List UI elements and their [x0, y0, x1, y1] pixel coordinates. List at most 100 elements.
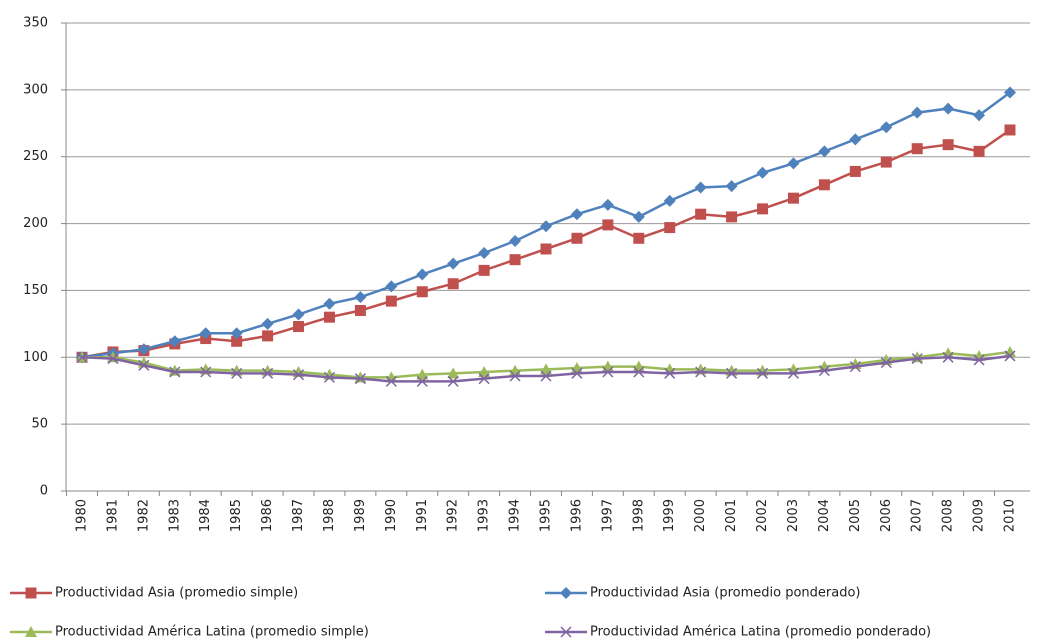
marker: [293, 321, 305, 333]
marker: [942, 351, 954, 363]
x-tick-label: 1981: [105, 499, 120, 532]
marker: [787, 157, 800, 170]
legend-label: Productividad Asia (promedio ponderado): [590, 586, 861, 601]
marker: [726, 367, 738, 379]
marker: [602, 366, 614, 378]
marker: [571, 367, 583, 379]
marker: [137, 343, 150, 356]
marker: [757, 203, 769, 215]
x-tick-label: 2002: [755, 499, 770, 532]
marker: [911, 106, 924, 119]
marker: [942, 102, 955, 115]
marker: [664, 222, 676, 234]
marker: [818, 365, 830, 377]
marker: [416, 375, 428, 387]
marker: [601, 198, 614, 211]
marker: [447, 375, 459, 387]
x-tick-label: 1998: [631, 499, 646, 532]
marker: [787, 367, 799, 379]
x-tick-label: 1986: [260, 499, 275, 532]
y-tick-label: 0: [40, 484, 48, 499]
marker: [354, 304, 366, 316]
marker: [540, 363, 552, 375]
marker: [416, 268, 429, 281]
y-tick-label: 150: [23, 283, 48, 298]
marker: [1004, 350, 1016, 362]
legend-label: Productividad América Latina (promedio s…: [55, 625, 369, 640]
x-tick-label: 1987: [291, 499, 306, 532]
marker: [695, 208, 707, 220]
marker: [25, 626, 37, 637]
marker: [570, 208, 583, 221]
marker: [262, 367, 274, 379]
x-tick-label: 2004: [817, 499, 832, 532]
marker: [540, 243, 552, 255]
legend-label: Productividad América Latina (promedio p…: [590, 625, 931, 640]
x-tick-label: 2003: [786, 499, 801, 532]
x-tick-label: 1985: [229, 499, 244, 532]
x-tick-label: 2001: [724, 499, 739, 532]
marker: [973, 109, 986, 122]
marker: [231, 335, 243, 347]
marker: [323, 371, 335, 383]
marker: [880, 121, 893, 134]
x-tick-label: 1991: [415, 499, 430, 532]
marker: [757, 367, 769, 379]
legend-item: Productividad Asia (promedio simple): [10, 586, 298, 601]
x-tick-label: 1982: [136, 499, 151, 532]
marker: [262, 330, 274, 342]
marker: [138, 359, 150, 371]
marker: [787, 192, 799, 204]
marker: [560, 626, 572, 638]
marker: [725, 180, 738, 193]
marker: [478, 365, 491, 377]
marker: [385, 375, 397, 387]
marker: [602, 219, 614, 231]
marker: [447, 278, 459, 290]
marker: [230, 327, 243, 340]
marker: [323, 311, 335, 323]
marker: [385, 295, 397, 307]
marker: [478, 246, 491, 259]
marker: [632, 210, 645, 223]
marker: [787, 363, 800, 375]
legend-item: Productividad América Latina (promedio s…: [10, 625, 369, 640]
marker: [973, 145, 985, 157]
marker: [199, 327, 212, 340]
marker: [540, 220, 552, 233]
x-tick-label: 2008: [941, 499, 956, 532]
x-tick-label: 1984: [198, 499, 213, 532]
marker: [261, 317, 274, 330]
x-tick-label: 1995: [539, 499, 554, 532]
marker: [1004, 124, 1016, 136]
marker: [292, 308, 305, 321]
marker: [664, 367, 676, 379]
marker: [818, 145, 831, 158]
marker: [509, 234, 522, 247]
x-tick-label: 2006: [879, 499, 894, 532]
marker: [509, 254, 521, 266]
marker: [200, 366, 212, 378]
marker: [107, 353, 119, 365]
x-tick-label: 1989: [353, 499, 368, 532]
marker: [633, 232, 645, 244]
marker: [416, 286, 428, 298]
marker: [633, 366, 645, 378]
marker: [849, 165, 861, 177]
x-tick-label: 2007: [910, 499, 925, 532]
marker: [540, 370, 552, 382]
x-tick-label: 1990: [384, 499, 399, 532]
marker: [818, 179, 830, 191]
marker: [1004, 86, 1016, 99]
marker: [818, 360, 831, 372]
marker: [973, 354, 985, 366]
marker: [323, 297, 336, 310]
marker: [416, 368, 429, 380]
x-tick-label: 1999: [662, 499, 677, 532]
x-tick-label: 1980: [75, 499, 90, 532]
x-tick-label: 1983: [167, 499, 182, 532]
x-tick-label: 1994: [508, 499, 523, 532]
marker: [354, 373, 366, 385]
marker: [478, 264, 490, 276]
